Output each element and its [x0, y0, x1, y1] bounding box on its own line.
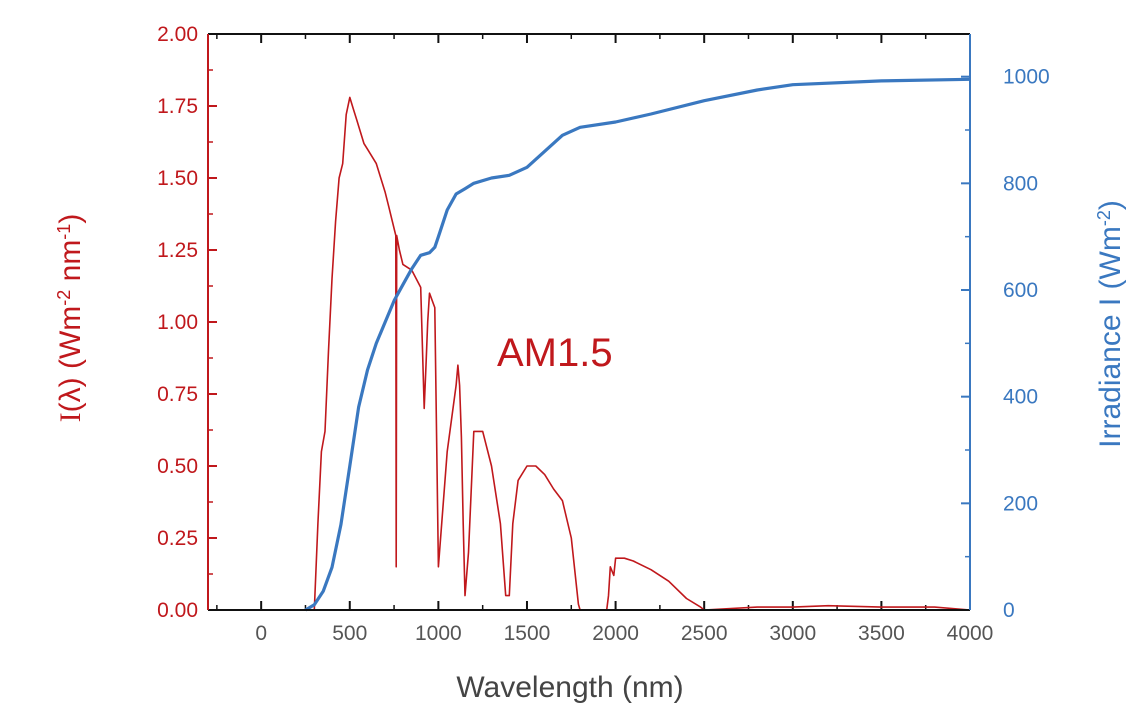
x-tick-label: 4000: [947, 622, 994, 645]
y-axis-right-title: Irradiance I (Wm-2): [1094, 200, 1127, 448]
y-left-tick-label: 0.00: [157, 599, 198, 622]
series-line-integrated-irradiance: [304, 77, 971, 612]
x-axis-title: Wavelength (nm): [456, 671, 683, 704]
y-axis-right-title-text: Irradiance I (Wm-2): [1094, 200, 1127, 448]
x-tick-label: 3500: [858, 622, 905, 645]
y-left-tick-label: 0.75: [157, 383, 198, 406]
frame-layer: [207, 33, 971, 611]
y-left-tick-label: 0.50: [157, 455, 198, 478]
y-right-tick-label: 400: [1003, 386, 1038, 409]
x-tick-label: 0: [255, 622, 267, 645]
y-left-tick-label: 1.00: [157, 311, 198, 334]
y-right-tick-label: 0: [1003, 599, 1015, 622]
x-tick-label: 500: [332, 622, 367, 645]
svg-text:I(λ) (Wm-2 nm-1): I(λ) (Wm-2 nm-1): [54, 214, 87, 423]
y-left-tick-label: 2.00: [157, 23, 198, 46]
x-tick-label: 3000: [769, 622, 816, 645]
y-axis-left-title-text: (λ) (Wm-2 nm-1): [54, 214, 87, 413]
y-right-tick-label: 1000: [1003, 66, 1050, 89]
annotation-am15: AM1.5: [497, 331, 613, 375]
x-tick-label: 1000: [415, 622, 462, 645]
y-right-tick-label: 800: [1003, 172, 1038, 195]
y-left-tick-label: 0.25: [157, 527, 198, 550]
y-right-tick-label: 600: [1003, 279, 1038, 302]
series-line-spectral-irradiance: [313, 96, 971, 611]
y-axis-left-title: I(λ) (Wm-2 nm-1): [54, 214, 87, 423]
x-tick-label: 2000: [592, 622, 639, 645]
y-left-tick-label: 1.25: [157, 239, 198, 262]
y-right-tick-label: 200: [1003, 492, 1038, 515]
y-axis-left-title-symbol: I: [54, 412, 87, 422]
series-layer: [304, 77, 971, 612]
axes-layer: 0 500 1000 1500 2000 2500 3000 3500 40000.000.25…: [157, 23, 1050, 645]
y-left-tick-label: 1.75: [157, 95, 198, 118]
y-left-tick-label: 1.50: [157, 167, 198, 190]
x-tick-label: 2500: [681, 622, 728, 645]
svg-text:Irradiance I (Wm-2): Irradiance I (Wm-2): [1094, 200, 1127, 448]
x-tick-label: 1500: [504, 622, 551, 645]
